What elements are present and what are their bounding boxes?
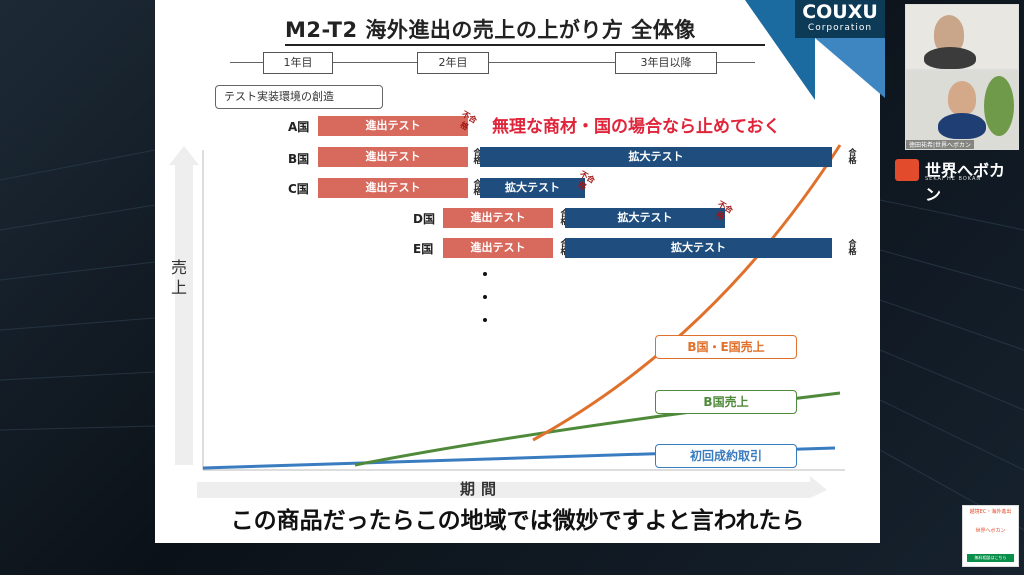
bar-expansion-test-b: 拡大テスト xyxy=(480,147,832,167)
stamp-pass-d: 合格 xyxy=(551,206,569,228)
bar-entry-test-e: 進出テスト xyxy=(443,238,553,258)
avatar xyxy=(934,15,964,53)
avatar-body xyxy=(938,113,986,139)
company-logo: COUXU Corporation xyxy=(795,0,885,38)
brand-triangle-decoration-2 xyxy=(815,38,885,98)
bar-expansion-test-c: 拡大テスト xyxy=(480,178,585,198)
bar-entry-test-d: 進出テスト xyxy=(443,208,553,228)
be-sales-line xyxy=(532,144,842,442)
video-subtitle: この商品だったらこの地域では微妙ですよと言われたら xyxy=(230,508,805,534)
y-axis-arrow-body xyxy=(175,160,193,465)
bar-entry-test-b: 進出テスト xyxy=(318,147,468,167)
x-axis-arrow-body xyxy=(197,482,810,498)
presentation-slide: COUXU Corporation M2-T2 海外進出の売上の上がり方 全体像… xyxy=(155,0,885,500)
country-label-e: E国 xyxy=(413,242,434,256)
ellipsis-dot xyxy=(483,295,487,299)
subtitle-bar: この商品だったらこの地域では微妙ですよと言われたら xyxy=(155,500,880,543)
sekai-logo-sub: SEKAI HE BOKAN xyxy=(925,176,982,182)
slide-title: M2-T2 海外進出の売上の上がり方 全体像 xyxy=(285,18,696,42)
period-year3-onward: 3年目以降 xyxy=(615,52,717,74)
company-logo-name: COUXU xyxy=(802,1,878,23)
company-logo-sub: Corporation xyxy=(807,23,873,33)
country-label-d: D国 xyxy=(413,212,435,226)
title-underline xyxy=(285,44,765,46)
avatar-body xyxy=(924,47,976,69)
sekai-he-bokan-logo: 世界へボカン SEKAI HE BOKAN xyxy=(890,155,1020,204)
bar-expansion-test-d: 拡大テスト xyxy=(565,208,725,228)
ellipsis-dot xyxy=(483,318,487,322)
y-axis-label: 売上 xyxy=(171,258,188,297)
callout-stop-text: 無理な商材・国の場合なら止めておく xyxy=(490,112,783,137)
legend-b-sales: B国売上 xyxy=(655,390,797,414)
test-environment-box: テスト実装環境の創造 xyxy=(215,85,383,109)
speaker-name-2: 徳田祐希|世界へボカン xyxy=(906,140,975,149)
mini-ad-line2: 世界へボカン xyxy=(975,528,1006,534)
country-label-c: C国 xyxy=(288,182,309,196)
legend-first-deal: 初回成約取引 xyxy=(655,444,797,468)
y-axis-arrow-head xyxy=(169,146,199,165)
stamp-pass-b2: 合格 xyxy=(848,148,857,164)
sales-chart xyxy=(169,144,845,498)
ellipsis-dot xyxy=(483,272,487,276)
mini-ad-banner[interactable]: 越境EC・海外進出 世界へボカン 無料相談はこちら xyxy=(962,505,1019,567)
avatar xyxy=(948,81,976,115)
webcam-speaker-2: 徳田祐希|世界へボカン xyxy=(905,70,1019,150)
bar-entry-test-a: 進出テスト xyxy=(318,116,468,136)
x-axis-arrow-head xyxy=(810,476,827,498)
x-axis-label: 期間 xyxy=(460,480,503,498)
plant-decoration xyxy=(984,76,1014,136)
period-timeline-line xyxy=(230,62,755,63)
webcam-speaker-1 xyxy=(905,4,1019,70)
period-year1: 1年目 xyxy=(263,52,333,74)
stamp-pass-e1: 合格 xyxy=(551,236,569,258)
speech-bubble-icon xyxy=(895,159,919,181)
mini-ad-cta-button[interactable]: 無料相談はこちら xyxy=(967,554,1014,562)
legend-be-sales: B国・E国売上 xyxy=(655,335,797,359)
stamp-pass-b1: 合格 xyxy=(473,148,482,164)
bar-entry-test-c: 進出テスト xyxy=(318,178,468,198)
sekai-logo-title: 世界へボカン xyxy=(925,161,1006,204)
period-year2: 2年目 xyxy=(417,52,489,74)
country-label-b: B国 xyxy=(288,152,310,166)
mini-ad-line1: 越境EC・海外進出 xyxy=(969,509,1012,515)
stamp-pass-e2: 合格 xyxy=(848,239,857,255)
bar-expansion-test-e: 拡大テスト xyxy=(565,238,832,258)
country-label-a: A国 xyxy=(288,120,310,134)
stamp-pass-c: 合格 xyxy=(473,179,482,195)
